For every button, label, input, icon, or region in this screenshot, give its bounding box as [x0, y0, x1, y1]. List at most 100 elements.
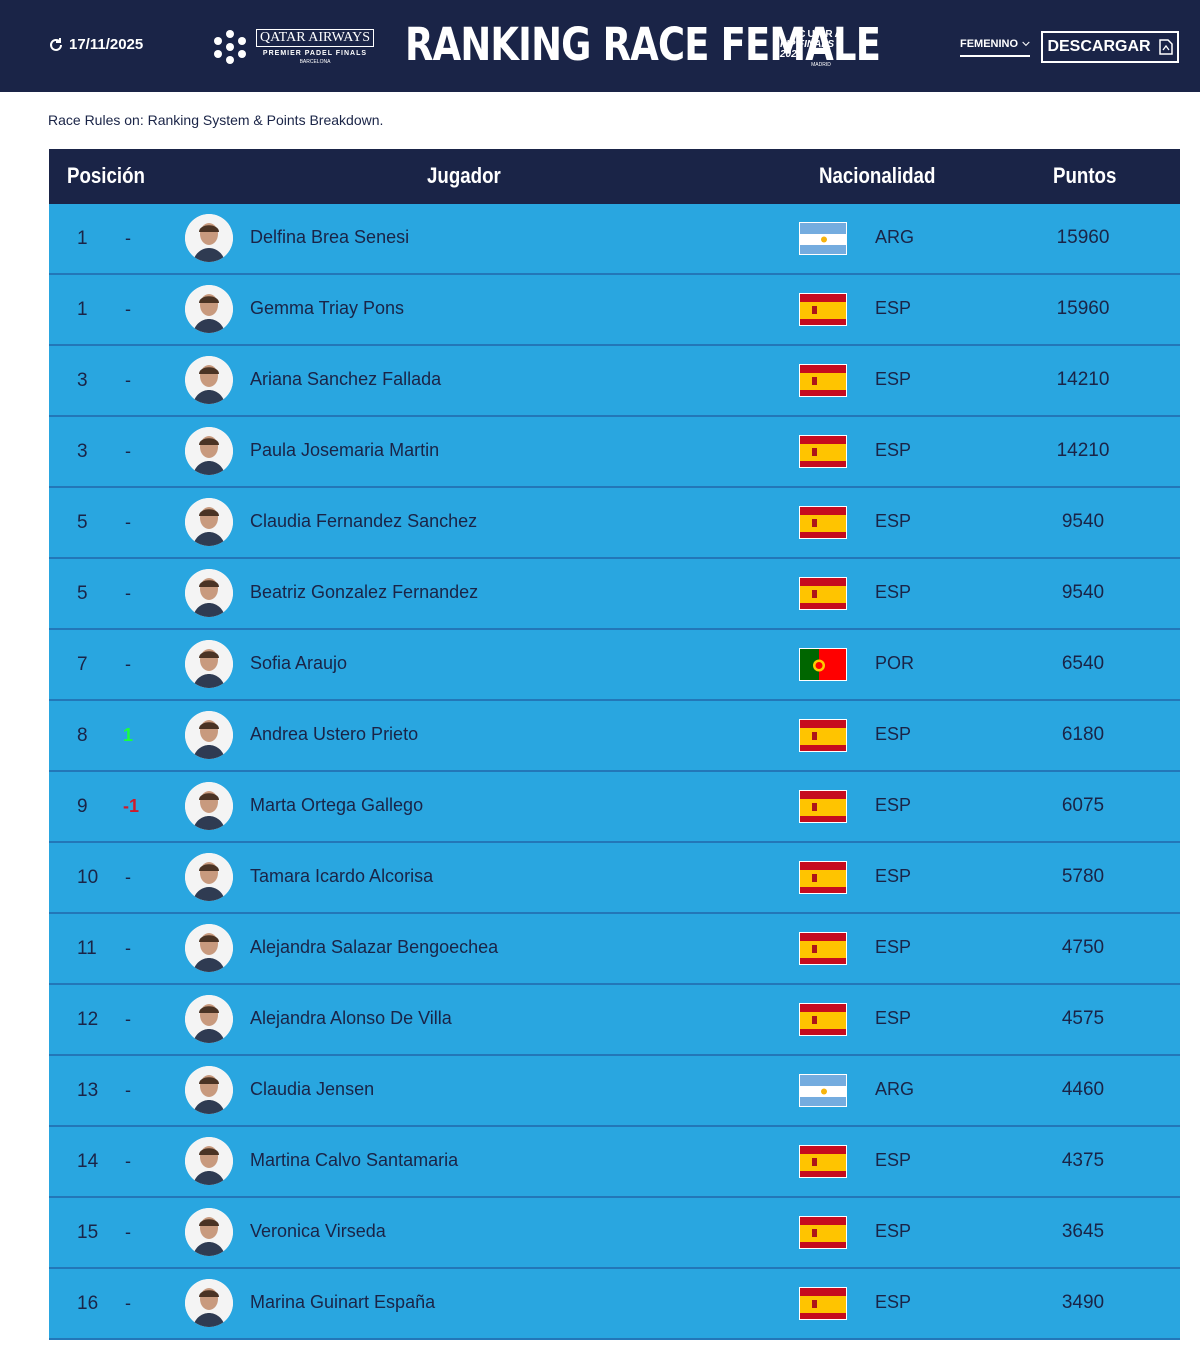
flag-por-icon	[799, 648, 847, 681]
race-rules: Race Rules on: Ranking System & Points B…	[48, 112, 383, 128]
player-avatar[interactable]	[185, 1208, 233, 1256]
ranking-position: 7	[77, 654, 88, 675]
ranking-position: 13	[77, 1080, 99, 1101]
ranking-position: 3	[77, 441, 88, 462]
cupra-logo: CUPRA FIP FINALS | 2025 MADRID	[780, 30, 862, 70]
pdf-file-icon	[1158, 39, 1173, 55]
table-row[interactable]: 7 - Sofia Araujo POR 6540	[49, 630, 1180, 701]
table-row[interactable]: 1 - Delfina Brea Senesi ARG 15960	[49, 204, 1180, 275]
table-header: Posición Jugador Nacionalidad Puntos	[49, 149, 1180, 204]
movement-none: -	[125, 370, 131, 390]
ranking-position: 15	[77, 1222, 99, 1243]
cupra-event: FIP FINALS | 2025	[780, 39, 840, 60]
table-row[interactable]: 10 - Tamara Icardo Alcorisa ESP 5780	[49, 843, 1180, 914]
player-avatar[interactable]	[185, 711, 233, 759]
player-name[interactable]: Gemma Triay Pons	[250, 298, 405, 318]
ranking-table: Posición Jugador Nacionalidad Puntos 1 - D…	[49, 149, 1180, 1340]
player-points: 9540	[1061, 511, 1105, 532]
player-avatar[interactable]	[185, 782, 233, 830]
update-date: 17/11/2025	[69, 36, 144, 53]
player-points: 4575	[1061, 1008, 1105, 1029]
player-name[interactable]: Paula Josemaria Martin	[250, 440, 440, 460]
movement-up: 1	[123, 725, 134, 745]
flag-esp-icon	[799, 1003, 847, 1036]
table-row[interactable]: 5 - Claudia Fernandez Sanchez ESP 9540	[49, 488, 1180, 559]
player-avatar[interactable]	[185, 995, 233, 1043]
player-avatar[interactable]	[185, 285, 233, 333]
player-name[interactable]: Martina Calvo Santamaria	[250, 1150, 459, 1170]
gender-select[interactable]: FEMENINO	[960, 38, 1030, 57]
sponsor-city: BARCELONA	[299, 59, 331, 65]
refresh-icon[interactable]	[48, 37, 64, 53]
flag-esp-icon	[799, 719, 847, 752]
flag-esp-icon	[799, 1216, 847, 1249]
player-name[interactable]: Andrea Ustero Prieto	[250, 724, 419, 744]
download-button[interactable]: DESCARGAR	[1041, 31, 1179, 63]
flag-arg-icon	[799, 1074, 847, 1107]
player-avatar[interactable]	[185, 569, 233, 617]
player-name[interactable]: Beatriz Gonzalez Fernandez	[250, 582, 479, 602]
column-position[interactable]: Posición	[67, 163, 145, 188]
column-points[interactable]: Puntos	[1053, 163, 1117, 188]
table-row[interactable]: 13 - Claudia Jensen ARG 4460	[49, 1056, 1180, 1127]
player-name[interactable]: Claudia Jensen	[250, 1079, 375, 1099]
table-row[interactable]: 15 - Veronica Virseda ESP 3645	[49, 1198, 1180, 1269]
table-row[interactable]: 3 - Ariana Sanchez Fallada ESP 14210	[49, 346, 1180, 417]
movement-none: -	[125, 654, 131, 674]
flag-arg-icon	[799, 222, 847, 255]
table-row[interactable]: 8 1 Andrea Ustero Prieto ESP 6180	[49, 701, 1180, 772]
player-points: 15960	[1056, 227, 1110, 248]
nationality-code: ESP	[875, 369, 912, 389]
table-row[interactable]: 3 - Paula Josemaria Martin ESP 14210	[49, 417, 1180, 488]
flag-esp-icon	[799, 932, 847, 965]
player-avatar[interactable]	[185, 427, 233, 475]
table-row[interactable]: 16 - Marina Guinart España ESP 3490	[49, 1269, 1180, 1340]
nationality-code: ESP	[875, 298, 912, 318]
column-nationality[interactable]: Nacionalidad	[819, 163, 936, 188]
ranking-position: 3	[77, 370, 88, 391]
player-name[interactable]: Alejandra Alonso De Villa	[250, 1008, 452, 1028]
movement-down: -1	[123, 796, 140, 816]
ranking-position: 10	[77, 867, 99, 888]
rules-link[interactable]: Ranking System & Points Breakdown.	[147, 112, 384, 128]
table-row[interactable]: 14 - Martina Calvo Santamaria ESP 4375	[49, 1127, 1180, 1198]
player-name[interactable]: Ariana Sanchez Fallada	[250, 369, 442, 389]
movement-none: -	[125, 938, 131, 958]
player-name[interactable]: Veronica Virseda	[250, 1221, 386, 1241]
nationality-code: POR	[875, 653, 915, 673]
player-name[interactable]: Claudia Fernandez Sanchez	[250, 511, 478, 531]
player-avatar[interactable]	[185, 498, 233, 546]
ranking-position: 16	[77, 1293, 99, 1314]
table-row[interactable]: 5 - Beatriz Gonzalez Fernandez ESP 9540	[49, 559, 1180, 630]
nationality-code: ESP	[875, 866, 912, 886]
table-row[interactable]: 1 - Gemma Triay Pons ESP 15960	[49, 275, 1180, 346]
table-row[interactable]: 11 - Alejandra Salazar Bengoechea ESP 4750	[49, 914, 1180, 985]
player-avatar[interactable]	[185, 1279, 233, 1327]
player-avatar[interactable]	[185, 924, 233, 972]
movement-none: -	[125, 1222, 131, 1242]
player-avatar[interactable]	[185, 356, 233, 404]
player-name[interactable]: Tamara Icardo Alcorisa	[250, 866, 434, 886]
flag-esp-icon	[799, 364, 847, 397]
player-name[interactable]: Alejandra Salazar Bengoechea	[250, 937, 499, 957]
player-avatar[interactable]	[185, 1137, 233, 1185]
player-name[interactable]: Marina Guinart España	[250, 1292, 436, 1312]
nationality-code: ESP	[875, 1150, 912, 1170]
table-row[interactable]: 9 -1 Marta Ortega Gallego ESP 6075	[49, 772, 1180, 843]
player-name[interactable]: Sofia Araujo	[250, 653, 348, 673]
player-avatar[interactable]	[185, 853, 233, 901]
cupra-city: MADRID	[811, 62, 831, 68]
player-points: 4460	[1061, 1079, 1105, 1100]
player-avatar[interactable]	[185, 214, 233, 262]
movement-none: -	[125, 1009, 131, 1029]
player-name[interactable]: Marta Ortega Gallego	[250, 795, 424, 815]
qatar-airways-logo-icon	[214, 30, 246, 64]
player-points: 9540	[1061, 582, 1105, 603]
column-player[interactable]: Jugador	[427, 163, 501, 188]
download-label: DESCARGAR	[1047, 38, 1151, 55]
table-row[interactable]: 12 - Alejandra Alonso De Villa ESP 4575	[49, 985, 1180, 1056]
player-avatar[interactable]	[185, 1066, 233, 1114]
player-avatar[interactable]	[185, 640, 233, 688]
nationality-code: ESP	[875, 582, 912, 602]
player-name[interactable]: Delfina Brea Senesi	[250, 227, 410, 247]
